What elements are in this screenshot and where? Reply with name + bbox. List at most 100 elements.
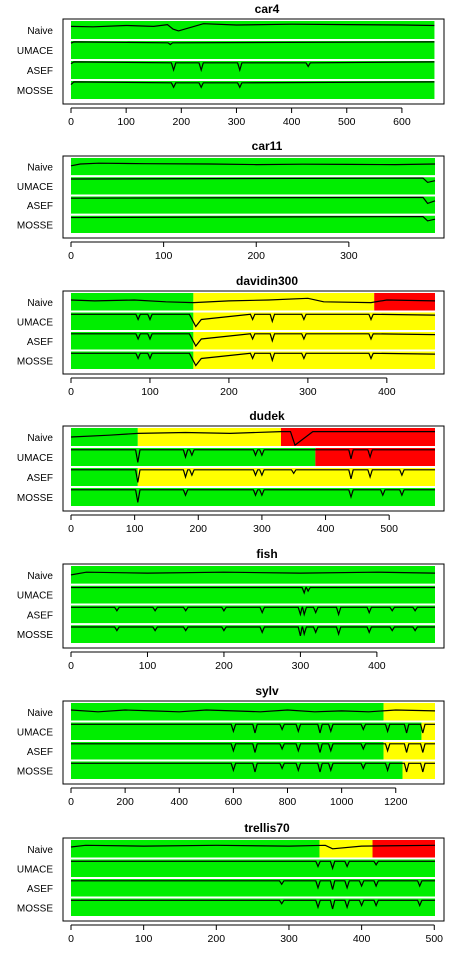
confidence-trace bbox=[71, 899, 435, 910]
x-tick-label: 200 bbox=[208, 933, 226, 945]
track-umace: UMACE bbox=[17, 448, 435, 468]
status-segment-green bbox=[71, 81, 435, 99]
track-umace: UMACE bbox=[17, 722, 435, 742]
track-mosse: MOSSE bbox=[17, 351, 436, 369]
x-tick-label: 400 bbox=[317, 523, 335, 535]
x-tick-label: 100 bbox=[155, 250, 173, 262]
plot-frame bbox=[62, 155, 445, 239]
confidence-trace bbox=[70, 844, 436, 850]
x-axis: 0 100 200 300 400 500 bbox=[68, 514, 398, 535]
x-tick-label: 0 bbox=[68, 116, 74, 128]
x-tick-label: 600 bbox=[393, 116, 411, 128]
plot-frame bbox=[62, 700, 445, 785]
track-label: UMACE bbox=[17, 46, 53, 57]
x-axis: 0 100 200 300 400 500 bbox=[68, 924, 443, 945]
status-segment-green bbox=[71, 859, 435, 877]
track-label: ASEF bbox=[27, 473, 53, 484]
confidence-trace bbox=[71, 860, 435, 871]
status-segment-yellow bbox=[137, 468, 435, 486]
status-segment-red bbox=[372, 840, 435, 858]
status-segment-green bbox=[71, 177, 435, 195]
track-label: Naive bbox=[27, 298, 53, 309]
track-label: MOSSE bbox=[17, 630, 53, 641]
track-label: UMACE bbox=[17, 317, 53, 328]
plot-frame bbox=[62, 425, 445, 512]
confidence-trace bbox=[70, 162, 436, 167]
track-naive: Naive bbox=[27, 428, 435, 448]
panel-title: fish bbox=[256, 547, 277, 561]
x-tick-label: 400 bbox=[378, 386, 396, 398]
status-segment-green bbox=[71, 215, 435, 233]
track-umace: UMACE bbox=[17, 859, 435, 879]
confidence-trace bbox=[70, 709, 436, 713]
status-segment-green bbox=[71, 21, 435, 39]
x-tick-label: 300 bbox=[292, 660, 310, 672]
track-asef: ASEF bbox=[27, 61, 435, 81]
status-segment-green bbox=[71, 722, 422, 740]
status-segment-green bbox=[71, 761, 403, 779]
status-segment-green bbox=[71, 351, 194, 369]
confidence-trace bbox=[71, 880, 435, 890]
confidence-trace bbox=[71, 586, 435, 595]
track-label: UMACE bbox=[17, 864, 53, 875]
confidence-trace bbox=[71, 626, 435, 637]
panel-fish: fish Naive UMACE ASEF MOSSE 0 100 200 300 400 bbox=[17, 547, 445, 672]
track-label: Naive bbox=[27, 571, 53, 582]
x-tick-label: 200 bbox=[247, 250, 265, 262]
x-tick-label: 400 bbox=[283, 116, 301, 128]
x-tick-label: 200 bbox=[220, 386, 238, 398]
track-naive: Naive bbox=[27, 21, 435, 41]
track-label: MOSSE bbox=[17, 493, 53, 504]
track-mosse: MOSSE bbox=[17, 215, 436, 233]
confidence-trace bbox=[71, 352, 436, 367]
x-tick-label: 300 bbox=[299, 386, 317, 398]
track-umace: UMACE bbox=[17, 41, 435, 61]
track-umace: UMACE bbox=[17, 312, 436, 332]
x-tick-label: 0 bbox=[68, 523, 74, 535]
x-tick-label: 100 bbox=[135, 933, 153, 945]
panel-car4: car4 Naive UMACE ASEF MOSSE 0 100 200 300 400 500 6… bbox=[17, 2, 445, 128]
x-tick-label: 1000 bbox=[330, 796, 354, 808]
x-tick-label: 200 bbox=[173, 116, 191, 128]
track-mosse: MOSSE bbox=[17, 81, 435, 99]
track-asef: ASEF bbox=[27, 196, 436, 216]
track-asef: ASEF bbox=[27, 879, 435, 899]
x-tick-label: 100 bbox=[126, 523, 144, 535]
x-tick-label: 300 bbox=[340, 250, 358, 262]
track-label: ASEF bbox=[27, 747, 53, 758]
x-tick-label: 400 bbox=[170, 796, 188, 808]
track-asef: ASEF bbox=[27, 605, 435, 626]
track-label: Naive bbox=[27, 163, 53, 174]
panel-trellis70: trellis70 Naive UMACE ASEF MOSSE 0 100 200 300 40… bbox=[17, 821, 445, 945]
track-asef: ASEF bbox=[27, 332, 436, 352]
x-axis: 0 100 200 300 400 bbox=[68, 651, 386, 672]
panel-title: car4 bbox=[255, 2, 280, 16]
status-segment-red bbox=[281, 428, 435, 446]
confidence-trace bbox=[71, 723, 435, 734]
x-tick-label: 100 bbox=[117, 116, 135, 128]
confidence-trace bbox=[70, 215, 436, 222]
track-label: ASEF bbox=[27, 201, 53, 212]
track-label: ASEF bbox=[27, 884, 53, 895]
status-segment-green bbox=[71, 605, 435, 624]
status-segment-green bbox=[71, 293, 194, 311]
status-segment-green bbox=[71, 196, 435, 214]
x-tick-label: 0 bbox=[68, 386, 74, 398]
x-axis: 0 100 200 300 400 bbox=[68, 377, 396, 398]
confidence-trace bbox=[70, 23, 435, 32]
panel-davidin300: davidin300 Naive UMACE ASEF MOSSE 0 100 200 300 4… bbox=[17, 274, 445, 398]
confidence-trace bbox=[70, 61, 435, 73]
x-tick-label: 0 bbox=[68, 660, 74, 672]
track-mosse: MOSSE bbox=[17, 898, 435, 916]
status-segment-green bbox=[71, 61, 435, 79]
x-tick-label: 100 bbox=[141, 386, 159, 398]
x-tick-label: 800 bbox=[279, 796, 297, 808]
status-segment-green bbox=[71, 840, 320, 858]
track-label: Naive bbox=[27, 708, 53, 719]
x-tick-label: 300 bbox=[253, 523, 271, 535]
confidence-trace bbox=[70, 196, 436, 205]
x-axis: 0 200 400 600 800 1000 1200 bbox=[68, 787, 408, 808]
track-label: MOSSE bbox=[17, 220, 53, 231]
track-label: UMACE bbox=[17, 727, 53, 738]
